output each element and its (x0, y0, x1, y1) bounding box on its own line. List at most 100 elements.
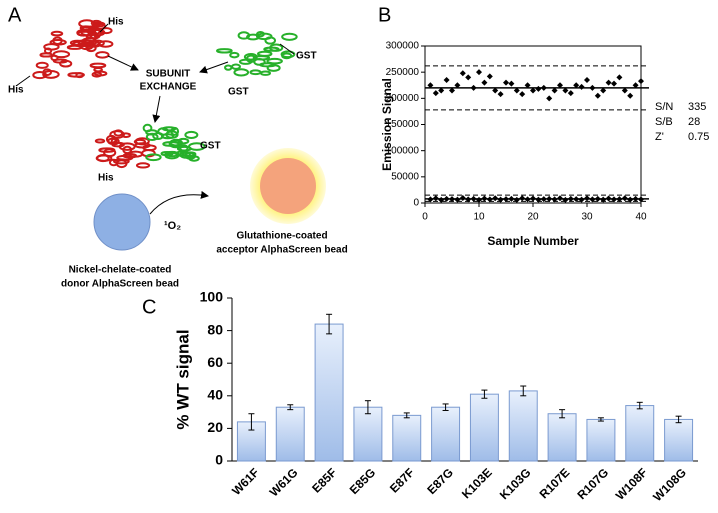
helix (165, 130, 179, 139)
helix (103, 148, 117, 158)
point (476, 196, 482, 203)
point (438, 196, 445, 203)
point (519, 195, 526, 202)
y-tick-label: 0 (413, 198, 419, 209)
y-axis-label: % WT signal (173, 329, 192, 429)
x-tick-label: K103G (497, 465, 534, 502)
point (605, 79, 612, 86)
x-axis-label: Sample Number (487, 234, 579, 248)
tag-line (99, 23, 109, 33)
scatter-chart: 0 50000 100000 150000 200000 250000 300000 0 10 2… (380, 41, 709, 249)
tag-line (279, 43, 295, 55)
point (627, 196, 634, 203)
x-tick-label: W61F (229, 465, 262, 498)
helix (231, 63, 241, 70)
acceptor-bead (260, 158, 316, 214)
point (638, 196, 644, 203)
label: His (108, 17, 124, 28)
point (449, 87, 455, 94)
helix (134, 137, 150, 146)
point (492, 195, 499, 202)
point (454, 82, 461, 89)
point (503, 79, 509, 86)
helix (93, 66, 103, 73)
label: SUBUNIT (146, 69, 190, 80)
label: GST (296, 51, 317, 62)
point (497, 91, 504, 98)
point (459, 70, 466, 77)
helix (281, 32, 298, 41)
y-tick-label: 80 (207, 321, 223, 337)
y-axis-label: Emission Signal (380, 78, 394, 171)
panel-label: A (8, 4, 22, 26)
helix (42, 70, 60, 79)
point (432, 90, 439, 97)
label: His (98, 173, 114, 184)
arrow (149, 190, 209, 215)
point (578, 83, 585, 90)
point (605, 195, 612, 202)
helix (134, 142, 151, 149)
y-tick-label: 0 (215, 452, 223, 468)
bar (547, 413, 577, 462)
helix (238, 58, 253, 65)
bar (314, 323, 344, 462)
helix (121, 132, 131, 138)
y-tick-label: 300000 (386, 41, 420, 52)
helix (96, 154, 110, 163)
protein (32, 19, 114, 80)
x-tick-label: 20 (527, 212, 539, 223)
helix (224, 64, 233, 71)
point (589, 196, 596, 203)
label: Nickel-chelate-coated (69, 265, 172, 276)
point (573, 196, 580, 203)
helix (110, 137, 120, 146)
point (562, 196, 569, 203)
arrow (152, 95, 161, 123)
x-tick-label: E85G (347, 465, 379, 497)
point (632, 195, 639, 202)
point (459, 195, 466, 202)
point (486, 196, 493, 203)
point (600, 196, 607, 203)
y-tick-label: 60 (207, 354, 223, 370)
helix (127, 150, 144, 158)
point (589, 84, 596, 91)
helix (184, 152, 197, 160)
point (551, 87, 558, 94)
point (432, 195, 439, 202)
helix (89, 62, 107, 69)
point (454, 196, 461, 203)
y-tick-label: 200000 (386, 93, 420, 104)
point (470, 195, 477, 202)
point (449, 196, 455, 203)
point (621, 195, 628, 202)
point (557, 195, 563, 202)
bar (469, 393, 499, 462)
helix (145, 129, 159, 136)
point (573, 82, 580, 89)
point (638, 78, 644, 85)
donor-bead (93, 193, 151, 251)
helix (59, 59, 73, 68)
point (616, 74, 623, 81)
point (465, 74, 472, 81)
x-tick-label: E85F (309, 465, 339, 495)
point (438, 87, 445, 94)
x-tick-label: 10 (473, 212, 485, 223)
helix (66, 44, 83, 50)
helix (280, 50, 296, 59)
point (524, 196, 531, 203)
y-tick-label: 20 (207, 419, 223, 435)
stat-value: 335 (688, 101, 706, 113)
bar (508, 390, 538, 462)
helix (246, 33, 260, 41)
bar (353, 406, 383, 462)
helix (50, 54, 59, 62)
helix (32, 70, 48, 80)
bar-chart: 0 20 40 60 80 100 % WT signal W61F W61G E85F E85G E… (173, 289, 698, 504)
point (492, 87, 499, 94)
point (427, 82, 434, 89)
helix (75, 72, 84, 79)
point (508, 195, 515, 202)
